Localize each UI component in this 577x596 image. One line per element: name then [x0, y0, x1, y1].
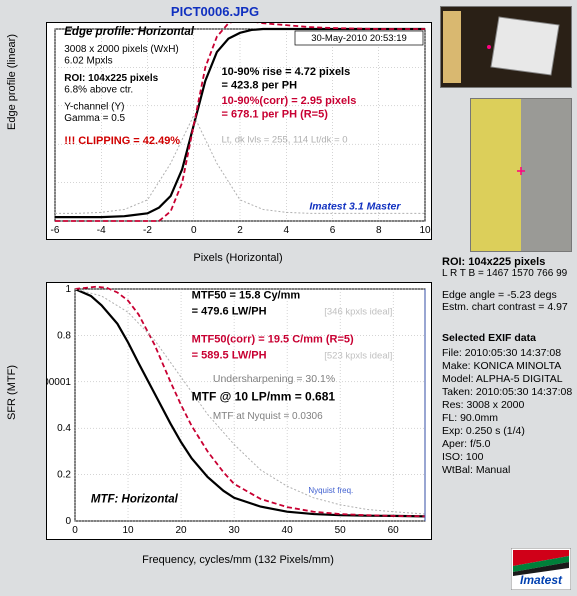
svg-text:20: 20 — [175, 525, 187, 536]
svg-text:0: 0 — [65, 516, 71, 527]
svg-text:Edge profile: Horizontal: Edge profile: Horizontal — [64, 26, 195, 38]
svg-text:Gamma = 0.5: Gamma = 0.5 — [64, 113, 125, 124]
lower-xlabel: Frequency, cycles/mm (132 Pixels/mm) — [46, 554, 430, 566]
thumbnail-full — [440, 6, 572, 88]
svg-text:MTF @ 10 LP/mm = 0.681: MTF @ 10 LP/mm = 0.681 — [192, 389, 336, 403]
svg-text:0.2: 0.2 — [57, 470, 71, 481]
chart-contrast: Estm. chart contrast = 4.97 — [442, 301, 568, 313]
svg-text:10: 10 — [122, 525, 134, 536]
svg-text:-2: -2 — [143, 225, 152, 236]
upper-chart: -6 -4 -2 0 2 4 6 8 10 30-May-2010 20:53:19 Edge pr… — [46, 22, 432, 240]
svg-text:= 423.8 per PH: = 423.8 per PH — [222, 80, 298, 92]
svg-text:MTF: Horizontal: MTF: Horizontal — [91, 493, 179, 505]
svg-text:0: 0 — [72, 525, 78, 536]
svg-text:8: 8 — [376, 225, 382, 236]
svg-text:Nyquist freq.: Nyquist freq. — [308, 486, 353, 495]
roi-coords: L R T B = 1467 1570 766 99 — [442, 268, 568, 279]
svg-text:6.8% above ctr.: 6.8% above ctr. — [64, 84, 133, 95]
exif-iso: ISO: 100 — [442, 451, 572, 464]
svg-text:Y-channel (Y): Y-channel (Y) — [64, 102, 124, 113]
svg-text:-6: -6 — [51, 225, 60, 236]
svg-text:50: 50 — [335, 525, 347, 536]
svg-text:= 678.1 per PH (R=5): = 678.1 per PH (R=5) — [222, 108, 329, 120]
svg-text:10-90% rise = 4.72 pixels: 10-90% rise = 4.72 pixels — [222, 66, 351, 78]
exif-make: Make: KONICA MINOLTA — [442, 360, 572, 373]
svg-text:[523 kpxls ideal]: [523 kpxls ideal] — [324, 351, 392, 362]
svg-text:= 479.6 LW/PH: = 479.6 LW/PH — [192, 306, 267, 318]
svg-text:0.6000000000000001: 0.6000000000000001 — [46, 377, 71, 388]
exif-aper: Aper: f/5.0 — [442, 438, 572, 451]
svg-text:4: 4 — [283, 225, 289, 236]
svg-text:0: 0 — [191, 225, 197, 236]
svg-text:ROI: 104x225 pixels: ROI: 104x225 pixels — [64, 73, 158, 84]
svg-text:6: 6 — [330, 225, 336, 236]
svg-text:0.4: 0.4 — [57, 423, 71, 434]
svg-text:0.8: 0.8 — [57, 330, 71, 341]
lower-chart: 0 10 20 30 40 50 60 0 0.2 0.4 0.6000000000000001 0.… — [46, 282, 432, 540]
svg-text:Imatest 3.1 Master: Imatest 3.1 Master — [309, 200, 401, 212]
svg-text:10-90%(corr) = 2.95 pixels: 10-90%(corr) = 2.95 pixels — [222, 95, 357, 107]
thumbnail-roi — [470, 98, 572, 252]
upper-ylabel: Edge profile (linear) — [6, 34, 18, 130]
exif-fl: FL: 90.0mm — [442, 412, 572, 425]
exif-model: Model: ALPHA-5 DIGITAL — [442, 373, 572, 386]
svg-text:30: 30 — [229, 525, 241, 536]
svg-text:[346 kpxls ideal]: [346 kpxls ideal] — [324, 307, 392, 318]
page-title: PICT0006.JPG — [0, 4, 430, 19]
svg-text:60: 60 — [388, 525, 400, 536]
svg-text:1: 1 — [65, 284, 71, 295]
roi-label: ROI: 104x225 pixels — [442, 256, 568, 268]
svg-text:!!! CLIPPING = 42.49%: !!! CLIPPING = 42.49% — [64, 135, 180, 147]
edge-angle: Edge angle = -5.23 degs — [442, 289, 568, 301]
imatest-logo: Imatest — [511, 548, 571, 590]
exif-exp: Exp: 0.250 s (1/4) — [442, 425, 572, 438]
upper-xlabel: Pixels (Horizontal) — [46, 252, 430, 264]
exif-wb: WtBal: Manual — [442, 464, 572, 477]
svg-text:40: 40 — [282, 525, 294, 536]
svg-text:Lt, dk lvls = 255, 114 Lt/dk: Lt, dk lvls = 255, 114 Lt/dk = 0 — [222, 134, 348, 145]
svg-text:6.02 Mpxls: 6.02 Mpxls — [64, 56, 112, 67]
logo-text: Imatest — [520, 573, 563, 587]
exif-heading: Selected EXIF data — [442, 332, 572, 345]
exif-res: Res: 3008 x 2000 — [442, 399, 572, 412]
svg-text:MTF50 = 15.8 Cy/mm: MTF50 = 15.8 Cy/mm — [192, 289, 301, 301]
svg-text:MTF50(corr) = 19.5 C/mm (R=5: MTF50(corr) = 19.5 C/mm (R=5) — [192, 333, 354, 345]
svg-text:30-May-2010 20:53:19: 30-May-2010 20:53:19 — [311, 33, 407, 44]
exif-file: File: 2010:05:30 14:37:08 — [442, 347, 572, 360]
svg-text:= 589.5 LW/PH: = 589.5 LW/PH — [192, 350, 267, 362]
svg-text:2: 2 — [237, 225, 243, 236]
svg-text:MTF at Nyquist = 0.0306: MTF at Nyquist = 0.0306 — [213, 411, 323, 422]
svg-text:-4: -4 — [97, 225, 106, 236]
lower-ylabel: SFR (MTF) — [6, 365, 18, 420]
exif-taken: Taken: 2010:05:30 14:37:08 — [442, 386, 572, 399]
svg-text:3008 x 2000 pixels (WxH): 3008 x 2000 pixels (WxH) — [64, 44, 179, 55]
svg-text:Undersharpening = 30.1%: Undersharpening = 30.1% — [213, 373, 335, 385]
svg-text:10: 10 — [419, 225, 431, 236]
